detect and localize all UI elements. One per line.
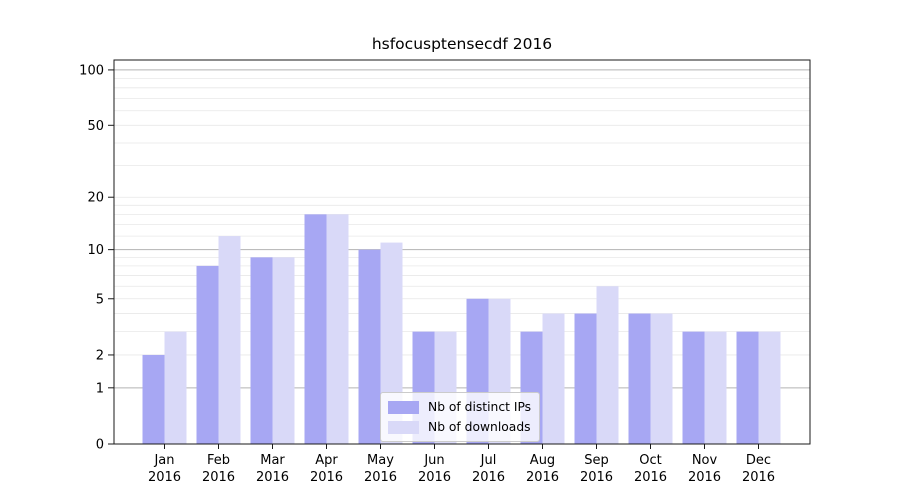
y-tick-label: 20 <box>87 191 104 206</box>
x-tick-label-year: 2016 <box>742 470 775 485</box>
x-tick-label-month: Sep <box>584 453 609 468</box>
x-tick-label-year: 2016 <box>256 470 289 485</box>
legend-item-distinct-ips: Nb of distinct IPs <box>388 397 531 417</box>
x-tick-label-month: Jan <box>153 453 174 468</box>
legend-label-downloads: Nb of downloads <box>428 420 531 434</box>
chart-title: hsfocusptensecdf 2016 <box>371 35 553 53</box>
x-tick-label-month: Mar <box>260 453 285 468</box>
x-tick-label-year: 2016 <box>634 470 667 485</box>
legend-label-distinct-ips: Nb of distinct IPs <box>428 400 532 414</box>
bar-distinct-ips-feb <box>196 265 219 444</box>
bar-distinct-ips-oct <box>628 313 651 444</box>
bar-distinct-ips-sep <box>574 313 597 444</box>
x-tick-label-month: Aug <box>530 453 555 468</box>
x-tick-label-month: Dec <box>746 453 771 468</box>
bar-distinct-ips-mar <box>250 257 273 444</box>
bar-downloads-apr <box>326 214 349 444</box>
bar-distinct-ips-nov <box>682 331 705 444</box>
bar-downloads-mar <box>272 257 295 444</box>
y-tick-label: 0 <box>96 438 104 453</box>
bar-downloads-nov <box>704 331 727 444</box>
y-tick-label: 1 <box>96 381 104 396</box>
x-tick-label-month: Oct <box>639 453 661 468</box>
legend-swatch-downloads-icon <box>388 420 419 434</box>
x-tick-label-year: 2016 <box>418 470 451 485</box>
x-tick-label-month: Jul <box>480 453 497 468</box>
bar-distinct-ips-dec <box>736 331 759 444</box>
y-tick-label: 10 <box>87 243 104 258</box>
x-tick-label-year: 2016 <box>310 470 343 485</box>
x-tick-label-year: 2016 <box>148 470 181 485</box>
x-tick-label-year: 2016 <box>364 470 397 485</box>
y-tick-label: 2 <box>96 348 104 363</box>
x-tick-label-year: 2016 <box>526 470 559 485</box>
bar-distinct-ips-jan <box>142 354 165 444</box>
legend-swatch-distinct-ips-icon <box>388 400 419 414</box>
x-tick-label-month: Feb <box>207 453 230 468</box>
bar-downloads-aug <box>542 313 565 444</box>
y-tick-label: 100 <box>79 63 104 78</box>
legend-item-downloads: Nb of downloads <box>388 417 531 437</box>
bar-downloads-jan <box>164 331 187 444</box>
bar-distinct-ips-apr <box>304 214 327 444</box>
x-tick-label-month: Nov <box>692 453 718 468</box>
bar-downloads-oct <box>650 313 673 444</box>
x-tick-label-month: May <box>367 453 394 468</box>
x-tick-label-month: Apr <box>315 453 338 468</box>
x-tick-label-month: Jun <box>423 453 444 468</box>
bar-downloads-sep <box>596 286 619 444</box>
plot-border <box>113 59 811 445</box>
legend: Nb of distinct IPs Nb of downloads <box>380 392 541 442</box>
x-tick-label-year: 2016 <box>580 470 613 485</box>
x-tick-label-year: 2016 <box>202 470 235 485</box>
x-tick-label-year: 2016 <box>472 470 505 485</box>
y-tick-label: 5 <box>96 292 104 307</box>
bar-downloads-dec <box>758 331 781 444</box>
bar-distinct-ips-may <box>358 249 381 444</box>
x-tick-label-year: 2016 <box>688 470 721 485</box>
bar-downloads-feb <box>218 236 241 444</box>
y-tick-label: 50 <box>87 119 104 134</box>
